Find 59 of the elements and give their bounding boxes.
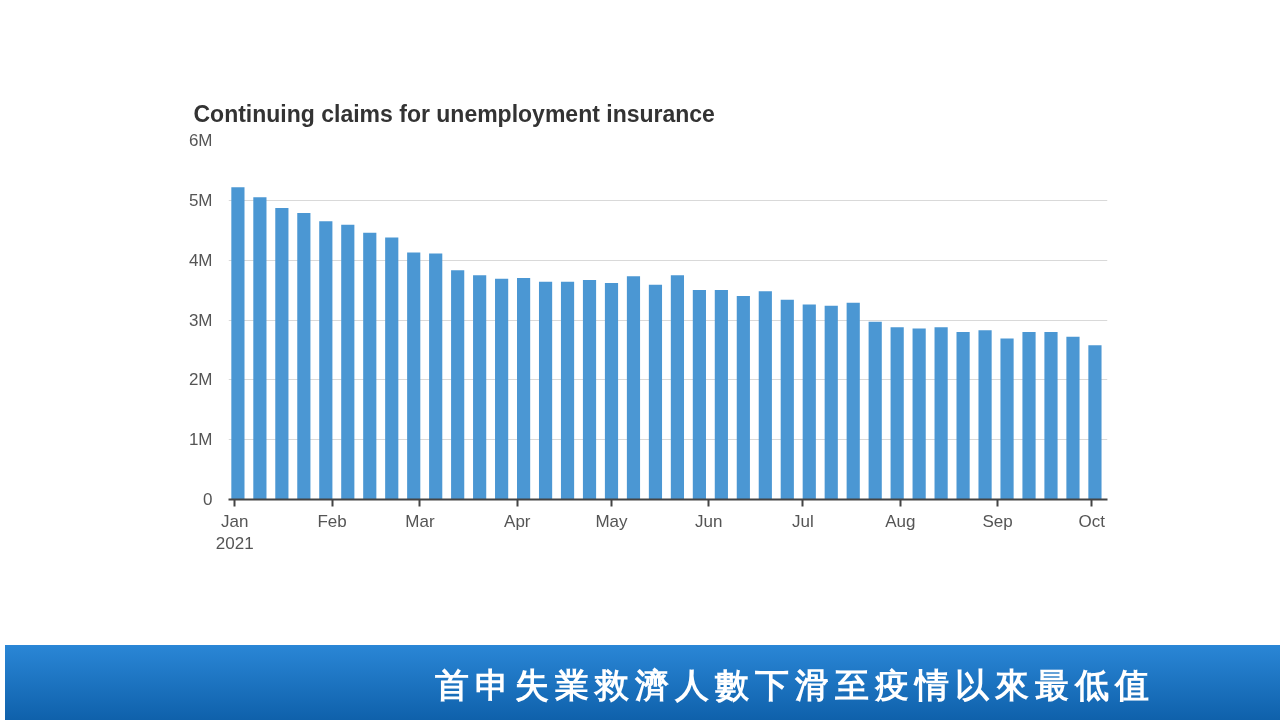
bar: [934, 327, 948, 500]
x-tick-label: May: [595, 511, 629, 531]
bar: [429, 253, 443, 500]
bar: [956, 331, 970, 500]
bar: [341, 224, 355, 500]
bar: [275, 208, 289, 500]
bar: [253, 197, 267, 500]
bar: [912, 328, 926, 500]
bar: [736, 296, 750, 500]
y-tick-label: 3M: [188, 310, 213, 330]
bar: [1000, 338, 1014, 500]
y-tick-label: 4M: [188, 250, 213, 270]
x-tick-label: Mar: [405, 511, 435, 531]
x-tick-label: Jul: [792, 511, 814, 531]
chart-title: Continuing claims for unemployment insurance: [193, 100, 715, 127]
bar: [802, 304, 816, 500]
x-tick-label: Aug: [885, 511, 916, 531]
bar: [363, 232, 377, 500]
bar: [231, 187, 245, 500]
bar: [1044, 331, 1058, 500]
bar: [495, 278, 509, 500]
x-tick-label: Feb: [317, 511, 347, 531]
bar: [626, 276, 641, 500]
bar: [473, 275, 487, 500]
bar: [560, 281, 575, 500]
bar: [1022, 331, 1036, 500]
bar: [582, 279, 597, 500]
bar: [890, 327, 904, 500]
bar: [670, 275, 685, 500]
bar: [692, 290, 706, 500]
y-tick-label: 0: [203, 490, 213, 509]
bar: [451, 270, 465, 500]
bar: [385, 237, 399, 500]
bar: [846, 302, 860, 500]
bar: [648, 284, 663, 500]
bar: [758, 291, 772, 500]
bar: [407, 252, 421, 500]
x-tick-label: Jun: [695, 511, 723, 531]
y-tick-label: 6M: [188, 131, 213, 150]
bar: [824, 305, 838, 500]
y-tick-label: 2M: [188, 370, 213, 390]
x-tick-label: Jan 2021: [215, 511, 254, 554]
x-tick-label: Apr: [504, 511, 531, 531]
bar: [714, 290, 728, 500]
bar: [319, 221, 333, 500]
bar: [517, 278, 531, 500]
bar: [868, 321, 882, 500]
bar: [538, 281, 553, 500]
bar: [297, 212, 311, 500]
y-tick-label: 5M: [188, 190, 213, 210]
text: 首申失業救濟人數下滑至疫情以來最低值: [435, 664, 1155, 707]
bar: [1066, 336, 1080, 500]
bar: [1088, 345, 1102, 500]
bar: [780, 299, 794, 500]
x-tick-label: Sep: [982, 511, 1013, 531]
bar: [978, 330, 992, 500]
bar: [604, 282, 619, 500]
x-tick-label: Oct: [1078, 511, 1106, 531]
y-tick-label: 1M: [188, 430, 213, 450]
